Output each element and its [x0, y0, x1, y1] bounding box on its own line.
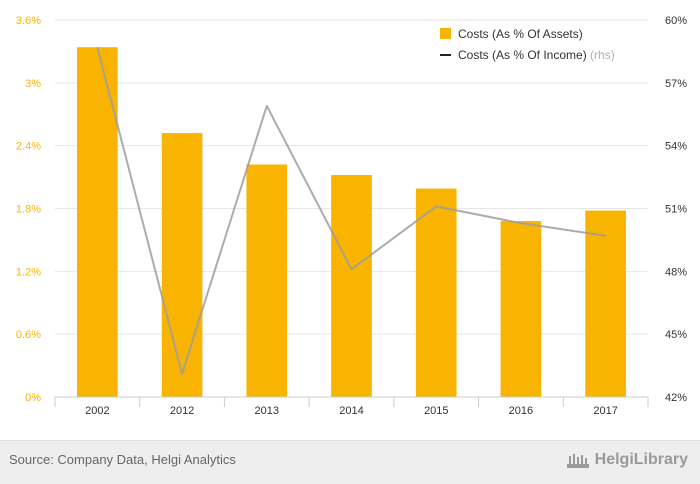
x-tick-label: 2013: [255, 405, 279, 417]
legend-label: Costs (As % Of Assets): [458, 27, 583, 41]
y-left-tick-label: 0.6%: [16, 329, 41, 341]
x-tick-label: 2015: [424, 405, 448, 417]
x-tick-label: 2002: [85, 405, 109, 417]
x-tick-label: 2016: [509, 405, 533, 417]
y-right-tick-label: 60%: [665, 15, 687, 27]
brand-logo: HelgiLibrary: [565, 450, 688, 470]
x-tick-label: 2014: [339, 405, 363, 417]
bar: [246, 165, 287, 397]
legend-label-text: Costs (As % Of Assets): [458, 27, 583, 41]
legend: Costs (As % Of Assets) Costs (As % Of Inc…: [440, 27, 615, 62]
y-right-tick-label: 48%: [665, 266, 687, 278]
legend-label-suffix: (rhs): [587, 48, 615, 62]
y-left-tick-label: 3%: [25, 78, 41, 90]
y-left-tick-label: 0%: [25, 392, 41, 404]
legend-swatch-bar: [440, 28, 451, 39]
y-right-tick-label: 54%: [665, 141, 687, 153]
bar: [501, 221, 542, 397]
legend-label-text: Costs (As % Of Income): [458, 48, 587, 62]
y-right-tick-label: 45%: [665, 329, 687, 341]
x-tick-label: 2017: [593, 405, 617, 417]
brand-name: HelgiLibrary: [595, 451, 688, 469]
library-icon: [565, 450, 591, 470]
y-right-tick-label: 42%: [665, 392, 687, 404]
y-right-tick-label: 51%: [665, 204, 687, 216]
footer: Source: Company Data, Helgi Analytics He…: [0, 440, 700, 484]
y-left-tick-label: 3.6%: [16, 15, 41, 27]
y-left-tick-label: 2.4%: [16, 141, 41, 153]
bar: [331, 175, 372, 397]
bar: [416, 189, 457, 397]
x-tick-label: 2012: [170, 405, 194, 417]
y-left-tick-label: 1.2%: [16, 266, 41, 278]
bar: [162, 133, 203, 397]
chart: 0% 0.6% 1.2% 1.8% 2.4% 3% 3.6% 42% 45% 48% 51% 54% 5…: [0, 0, 700, 440]
y-right-tick-label: 57%: [665, 78, 687, 90]
y-left-tick-label: 1.8%: [16, 204, 41, 216]
source-text: Source: Company Data, Helgi Analytics: [9, 452, 236, 467]
bar: [585, 211, 626, 397]
bar-series: [77, 47, 626, 397]
legend-label: Costs (As % Of Income) (rhs): [458, 48, 615, 62]
